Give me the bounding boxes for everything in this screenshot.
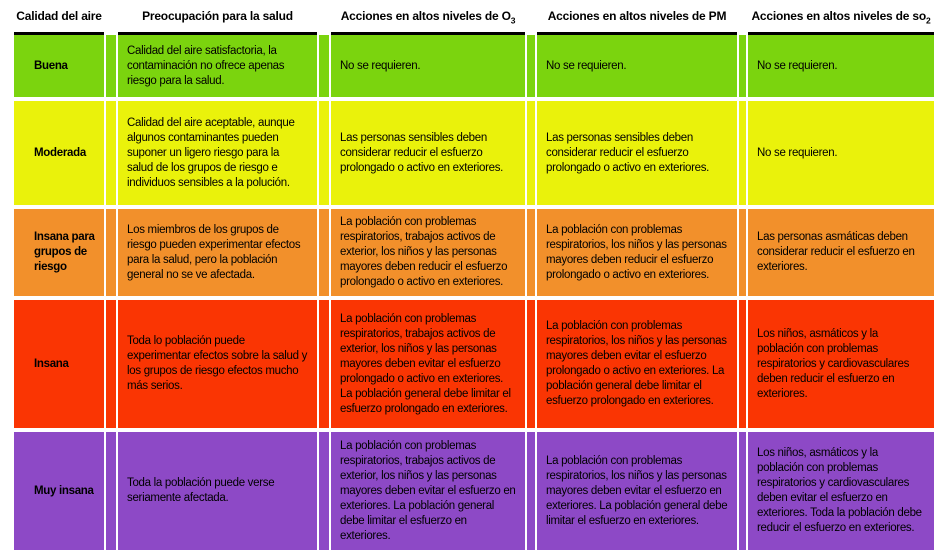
health-concern-cell: Toda lo población puede experimentar efe… — [118, 300, 317, 428]
column-gutter — [737, 432, 748, 550]
column-gutter — [737, 209, 748, 296]
column-gutter — [104, 432, 118, 550]
column-gutter — [317, 300, 331, 428]
table-row: Muy insana Toda la población puede verse… — [14, 432, 934, 550]
column-gutter — [104, 209, 118, 296]
pm-actions-cell: No se requieren. — [537, 35, 737, 97]
header-o3-actions-label: Acciones en altos niveles de O3 — [340, 8, 516, 25]
o3-actions-cell: Las personas sensibles deben considerar … — [331, 101, 525, 205]
column-gutter — [525, 2, 537, 35]
air-quality-level-cell: Buena — [14, 35, 104, 97]
column-gutter — [525, 209, 537, 296]
air-quality-level-cell: Insana — [14, 300, 104, 428]
health-concern-cell: Los miembros de los grupos de riesgo pue… — [118, 209, 317, 296]
column-gutter — [317, 209, 331, 296]
column-gutter — [104, 35, 118, 97]
column-gutter — [737, 35, 748, 97]
o3-actions-cell: No se requieren. — [331, 35, 525, 97]
table-row: Insana Toda lo población puede experimen… — [14, 300, 934, 428]
table-row: Buena Calidad del aire satisfactoria, la… — [14, 35, 934, 97]
column-gutter — [317, 432, 331, 550]
table-header-row: Calidad del aire Preocupación para la sa… — [14, 2, 934, 35]
table-body: Buena Calidad del aire satisfactoria, la… — [14, 35, 934, 550]
so2-actions-cell: Las personas asmáticas deben considerar … — [748, 209, 934, 296]
so2-actions-cell: No se requieren. — [748, 35, 934, 97]
column-gutter — [317, 101, 331, 205]
header-o3-actions: Acciones en altos niveles de O3 — [331, 2, 525, 35]
column-gutter — [525, 300, 537, 428]
so2-actions-cell: Los niños, asmáticos y la población con … — [748, 432, 934, 550]
column-gutter — [737, 2, 748, 35]
o3-subscript: 3 — [510, 14, 516, 25]
column-gutter — [104, 101, 118, 205]
column-gutter — [525, 101, 537, 205]
health-concern-cell: Calidad del aire satisfactoria, la conta… — [118, 35, 317, 97]
health-concern-cell: Toda la población puede verse seriamente… — [118, 432, 317, 550]
pm-actions-cell: La población con problemas respiratorios… — [537, 432, 737, 550]
header-air-quality: Calidad del aire — [14, 2, 104, 35]
header-health-concern-label: Preocupación para la salud — [142, 9, 293, 24]
header-so2-actions: Acciones en altos niveles de so2 — [748, 2, 934, 35]
header-so2-actions-label: Acciones en altos niveles de so2 — [751, 8, 931, 25]
table-row: Insana para grupos de riesgo Los miembro… — [14, 209, 934, 296]
so2-actions-cell: No se requieren. — [748, 101, 934, 205]
column-gutter — [317, 2, 331, 35]
pm-actions-cell: La población con problemas respiratorios… — [537, 300, 737, 428]
o3-actions-cell: La población con problemas respiratorios… — [331, 209, 525, 296]
pm-actions-cell: Las personas sensibles deben considerar … — [537, 101, 737, 205]
header-health-concern: Preocupación para la salud — [118, 2, 317, 35]
air-quality-level-cell: Insana para grupos de riesgo — [14, 209, 104, 296]
column-gutter — [104, 300, 118, 428]
so2-subscript: 2 — [926, 14, 931, 25]
so2-actions-cell: Los niños, asmáticos y la población con … — [748, 300, 934, 428]
air-quality-level-cell: Moderada — [14, 101, 104, 205]
o3-actions-cell: La población con problemas respiratorios… — [331, 300, 525, 428]
header-pm-actions-label: Acciones en altos niveles de PM — [547, 9, 727, 24]
column-gutter — [317, 35, 331, 97]
column-gutter — [525, 35, 537, 97]
column-gutter — [104, 2, 118, 35]
health-concern-cell: Calidad del aire aceptable, aunque algun… — [118, 101, 317, 205]
pm-actions-cell: La población con problemas respiratorios… — [537, 209, 737, 296]
column-gutter — [737, 101, 748, 205]
header-air-quality-label: Calidad del aire — [16, 9, 102, 24]
air-quality-level-cell: Muy insana — [14, 432, 104, 550]
table-row: Moderada Calidad del aire aceptable, aun… — [14, 101, 934, 205]
header-pm-actions: Acciones en altos niveles de PM — [537, 2, 737, 35]
column-gutter — [737, 300, 748, 428]
o3-actions-cell: La población con problemas respiratorios… — [331, 432, 525, 550]
column-gutter — [525, 432, 537, 550]
